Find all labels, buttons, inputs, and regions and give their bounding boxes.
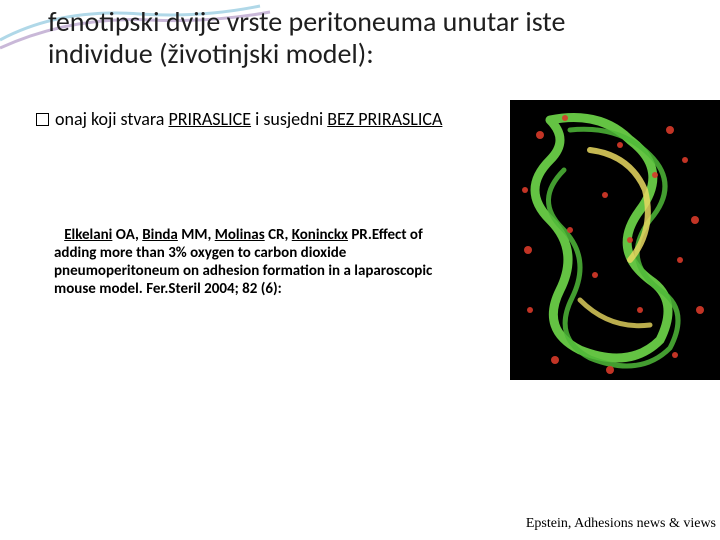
citation-author-3: Molinas: [215, 226, 265, 244]
bullet-box-icon: [36, 113, 49, 126]
citation-a2b: MM,: [178, 226, 215, 244]
slide-title: fenotipski dvije vrste peritoneuma unuta…: [48, 6, 668, 70]
body-underline-1: PRIRASLICE: [168, 108, 251, 130]
body-text: onaj koji stvara PRIRASLICE i susjedni B…: [36, 108, 456, 131]
body-underline-2: BEZ PRIRASLICA: [327, 108, 442, 130]
citation-text: Elkelani OA, Binda MM, Molinas CR, Konin…: [54, 226, 464, 298]
citation-a4b: PR.: [348, 226, 372, 244]
body-prefix: onaj koji stvara: [55, 108, 168, 130]
citation-author-4: Koninckx: [292, 226, 348, 244]
citation-a3b: CR,: [265, 226, 292, 244]
micrograph-image: [510, 100, 720, 380]
citation-author-2: Binda: [142, 226, 178, 244]
image-caption: Epstein, Adhesions news & views: [526, 516, 716, 532]
citation-a1b: OA,: [112, 226, 142, 244]
body-mid: i susjedni: [251, 108, 327, 130]
citation-author-1: Elkelani: [64, 226, 112, 244]
